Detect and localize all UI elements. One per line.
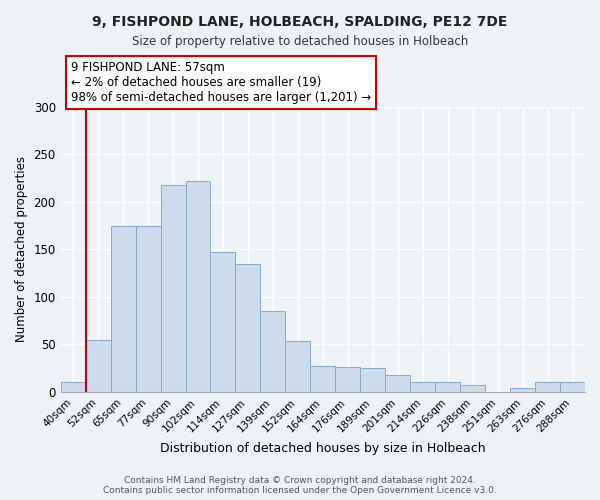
- Bar: [211, 252, 235, 392]
- Bar: [185, 181, 211, 392]
- Text: Size of property relative to detached houses in Holbeach: Size of property relative to detached ho…: [132, 35, 468, 48]
- Bar: [136, 226, 161, 392]
- Bar: [161, 185, 185, 392]
- Text: 9, FISHPOND LANE, HOLBEACH, SPALDING, PE12 7DE: 9, FISHPOND LANE, HOLBEACH, SPALDING, PE…: [92, 15, 508, 29]
- Y-axis label: Number of detached properties: Number of detached properties: [15, 156, 28, 342]
- Text: 9 FISHPOND LANE: 57sqm
← 2% of detached houses are smaller (19)
98% of semi-deta: 9 FISHPOND LANE: 57sqm ← 2% of detached …: [71, 61, 371, 104]
- Bar: [385, 375, 410, 392]
- X-axis label: Distribution of detached houses by size in Holbeach: Distribution of detached houses by size …: [160, 442, 485, 455]
- Bar: [86, 340, 110, 392]
- Text: Contains HM Land Registry data © Crown copyright and database right 2024.
Contai: Contains HM Land Registry data © Crown c…: [103, 476, 497, 495]
- Bar: [260, 311, 286, 392]
- Bar: [335, 367, 360, 392]
- Bar: [110, 226, 136, 392]
- Bar: [435, 382, 460, 392]
- Bar: [310, 366, 335, 392]
- Bar: [460, 386, 485, 392]
- Bar: [410, 382, 435, 392]
- Bar: [286, 340, 310, 392]
- Bar: [510, 388, 535, 392]
- Bar: [360, 368, 385, 392]
- Bar: [560, 382, 585, 392]
- Bar: [61, 382, 86, 392]
- Bar: [235, 264, 260, 392]
- Bar: [535, 382, 560, 392]
